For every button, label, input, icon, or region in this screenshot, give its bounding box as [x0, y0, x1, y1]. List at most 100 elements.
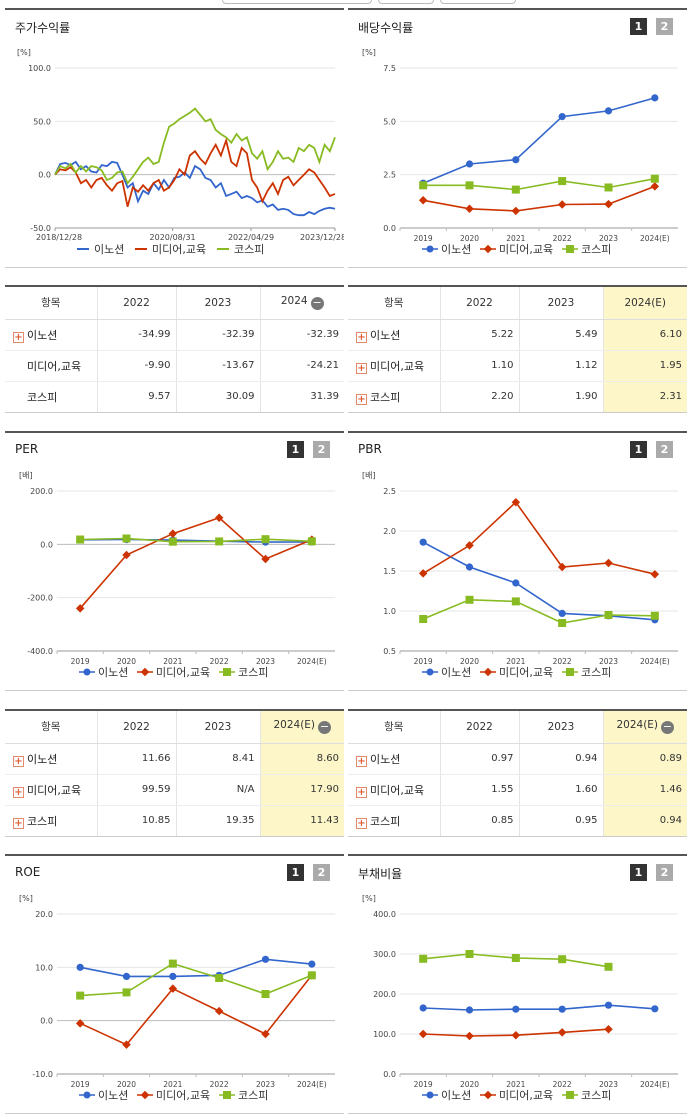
column-header-year: 2023 [175, 287, 260, 320]
series-line-1 [54, 137, 336, 207]
table-row: + 이노션 -34.99 -32.39 -32.39 [5, 319, 344, 351]
legend-label: 미디어,교육 [156, 666, 210, 679]
data-point [307, 971, 316, 980]
series-line-0 [422, 97, 656, 184]
collapse-icon[interactable]: − [310, 296, 324, 311]
y-tick-label: 7.5 [383, 64, 396, 73]
collapse-icon[interactable]: − [318, 720, 332, 735]
view-1-button[interactable]: 1 [630, 864, 647, 881]
data-point [419, 954, 428, 963]
data-point [604, 558, 613, 568]
header-text: 2022 [466, 720, 493, 733]
column-header-year: 2024(E) − [259, 711, 344, 744]
legend-marker [483, 244, 493, 254]
toolbar-button-2[interactable] [378, 0, 434, 4]
data-point [465, 950, 474, 958]
view-1-button[interactable]: 1 [287, 864, 304, 881]
chart-svg: [배] 2.5 2.0 1.5 1.0 0.5 2019 2020 2021 2022 2023 20… [362, 471, 678, 679]
table-cell: -13.67 [175, 350, 260, 382]
data-table: 항목 2022 2023 2024(E) − + 이노션 0.97 0.94 0.89 + 미디어,교… [348, 711, 687, 836]
y-tick-label: 200.0 [30, 487, 53, 496]
expand-icon[interactable]: + [13, 786, 24, 798]
table-cell: 0.94 [518, 743, 603, 775]
data-point [261, 955, 270, 963]
expand-icon[interactable]: + [356, 393, 367, 405]
table-row: + 미디어,교육 1.10 1.12 1.95 [348, 350, 687, 382]
expand-icon[interactable]: + [356, 817, 367, 829]
data-point [215, 537, 224, 546]
row-label: + 미디어,교육 [348, 350, 440, 382]
row-label-text: 코스피 [27, 390, 58, 404]
header-text: 2023 [547, 720, 575, 733]
data-point [650, 182, 660, 191]
expand-icon[interactable]: + [13, 331, 24, 343]
header-text: 항목 [41, 297, 61, 310]
data-point [168, 984, 178, 993]
toolbar-button-1[interactable] [222, 0, 372, 4]
data-point [512, 156, 520, 164]
view-1-button[interactable]: 1 [630, 18, 647, 35]
y-tick-label: 2.0 [383, 527, 396, 536]
table-cell: 1.55 [439, 774, 519, 806]
data-point [651, 1005, 659, 1013]
header-text: 2024(E) [616, 719, 659, 732]
view-2-button[interactable]: 2 [656, 864, 673, 881]
x-tick-label: 2024(E) [640, 234, 670, 243]
debt-ratio-panel: 부채비율 1 2 [%] 400.0 300.0 200.0 100.0 0.0 2019 2… [348, 854, 687, 1114]
expand-icon[interactable]: + [13, 817, 24, 829]
x-tick-label: 2019 [414, 657, 433, 666]
data-point [558, 609, 566, 617]
toolbar-button-3[interactable] [440, 0, 516, 4]
y-tick-label: 2.5 [383, 171, 396, 180]
x-tick-label: 2024(E) [297, 657, 327, 666]
y-tick-label: 0.0 [38, 171, 51, 180]
x-tick-label: 2020 [117, 657, 136, 666]
view-2-button[interactable]: 2 [656, 18, 673, 35]
data-point [511, 206, 521, 216]
legend-marker [426, 1091, 434, 1099]
data-point [604, 107, 613, 115]
x-tick-label: 2023 [256, 657, 275, 666]
view-1-button[interactable]: 1 [287, 441, 304, 458]
y-tick-label: 200.0 [373, 990, 396, 999]
table-cell: 1.90 [518, 381, 603, 412]
data-point [168, 537, 177, 546]
data-point [512, 579, 520, 587]
y-tick-label: 5.0 [383, 117, 396, 126]
expand-icon[interactable]: + [356, 755, 367, 767]
series-line-2 [80, 962, 313, 997]
x-tick-label: 2019 [71, 657, 90, 666]
expand-icon[interactable]: + [356, 331, 367, 343]
header-text: 2024(E) [624, 296, 667, 309]
data-point [511, 185, 520, 194]
data-point [512, 1005, 520, 1013]
panel-title: 부채비율 [358, 867, 403, 881]
x-tick-label: 2019 [414, 1080, 433, 1089]
legend-label: 미디어,교육 [499, 666, 553, 679]
expand-icon[interactable]: + [356, 786, 367, 798]
series-line-0 [80, 538, 312, 543]
legend-label: 미디어,교육 [152, 243, 206, 256]
table-row: + 코스피 10.85 19.35 11.43 [5, 805, 344, 836]
x-tick-label: 2022 [553, 1080, 572, 1089]
view-2-button[interactable]: 2 [313, 441, 330, 458]
legend-label: 코스피 [581, 243, 611, 256]
data-table: 항목 2022 2023 2024(E) − + 이노션 11.66 8.41 8.60 + 미디어,… [5, 711, 344, 836]
x-tick-label: 2020 [460, 657, 479, 666]
data-point [214, 1006, 224, 1016]
y-tick-label: -10.0 [32, 1070, 53, 1079]
y-tick-label: 20.0 [35, 910, 53, 919]
legend-label: 이노션 [441, 666, 471, 679]
legend-label: 이노션 [98, 1089, 128, 1102]
view-2-button[interactable]: 2 [313, 864, 330, 881]
expand-icon[interactable]: + [356, 362, 367, 374]
panel-title: 주가수익률 [15, 21, 71, 35]
y-tick-label: 100.0 [28, 64, 51, 73]
table-cell: 1.12 [518, 350, 603, 382]
view-2-button[interactable]: 2 [656, 441, 673, 458]
expand-icon[interactable]: + [13, 755, 24, 767]
view-1-button[interactable]: 1 [630, 441, 647, 458]
legend-marker [483, 667, 493, 677]
collapse-icon[interactable]: − [661, 720, 675, 735]
